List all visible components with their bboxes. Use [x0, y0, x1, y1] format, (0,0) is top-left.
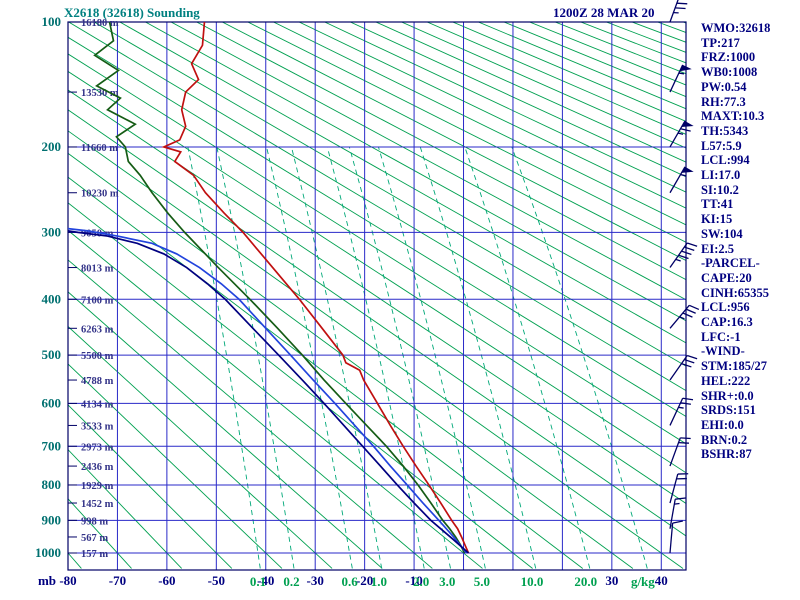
svg-text:1000: 1000 — [35, 545, 61, 560]
stat-line: TP:217 — [701, 35, 740, 50]
svg-text:998 m: 998 m — [81, 516, 108, 527]
svg-text:3533 m: 3533 m — [81, 421, 114, 432]
svg-text:20.0: 20.0 — [574, 574, 597, 589]
svg-text:0.6: 0.6 — [341, 574, 358, 589]
pressure-axis-labels: 100 200 300 400 500 600 700 800 900 1000 — [35, 14, 61, 560]
svg-text:30: 30 — [605, 573, 618, 588]
svg-text:-50: -50 — [208, 573, 225, 588]
bottom-axis-labels: mb -80 -70 -60 -50 -40 -30 -20 -10 30 40 0.1 0.2 0.6 1… — [38, 573, 668, 589]
svg-text:-80: -80 — [59, 573, 76, 588]
stat-line: LI:17.0 — [701, 168, 741, 183]
wind-barbs — [669, 0, 700, 554]
svg-text:5500 m: 5500 m — [81, 351, 114, 362]
svg-text:0.1: 0.1 — [250, 574, 266, 589]
dewpoint-profile-line — [93, 22, 466, 554]
svg-text:10.0: 10.0 — [521, 574, 544, 589]
svg-text:-30: -30 — [307, 573, 324, 588]
stat-line: LFC:-1 — [701, 329, 741, 344]
stat-line: SRDS:151 — [701, 403, 756, 418]
svg-text:11660 m: 11660 m — [81, 143, 118, 154]
height-labels: 16180 m 13530 m 11660 m 10230 m 9050 m 8013 m… — [68, 18, 119, 560]
stat-line: WMO:32618 — [701, 21, 771, 35]
stat-line: LCL:994 — [701, 153, 750, 168]
svg-text:mb: mb — [38, 573, 56, 588]
chart-title: X2618 (32618) Sounding — [64, 5, 200, 20]
svg-text:800: 800 — [42, 477, 62, 492]
stats-panel: WMO:32618 TP:217 FRZ:1000 WB0:1008 PW:0.54 RH… — [701, 21, 770, 462]
svg-text:6263 m: 6263 m — [81, 324, 114, 335]
svg-text:2973 m: 2973 m — [81, 442, 114, 453]
svg-text:600: 600 — [42, 395, 62, 410]
parcel-profile-line — [68, 230, 470, 554]
svg-text:100: 100 — [42, 14, 62, 29]
dry-adiabat-lines — [68, 22, 686, 569]
svg-text:157 m: 157 m — [81, 549, 108, 560]
svg-text:7100 m: 7100 m — [81, 295, 114, 306]
svg-text:3.0: 3.0 — [439, 574, 455, 589]
stat-line: EHI:0.0 — [701, 417, 744, 432]
grid-lines — [67, 21, 686, 570]
stat-line: PW:0.54 — [701, 79, 747, 94]
svg-text:2436 m: 2436 m — [81, 462, 114, 473]
svg-text:-40: -40 — [257, 573, 274, 588]
stat-line: BSHR:87 — [701, 447, 752, 462]
stat-line: TH:5343 — [701, 123, 749, 138]
svg-text:-70: -70 — [109, 573, 126, 588]
svg-text:200: 200 — [42, 139, 62, 154]
stat-line: TT:41 — [701, 197, 734, 212]
stat-line: CAP:16.3 — [701, 315, 753, 330]
stat-line: SHR+:0.0 — [701, 388, 754, 403]
stat-line: CAPE:20 — [701, 270, 752, 285]
svg-text:4134 m: 4134 m — [81, 399, 114, 410]
stat-line: SW:104 — [701, 226, 743, 241]
stat-line: MAXT:10.3 — [701, 109, 765, 124]
stat-line: L57:5.9 — [701, 138, 742, 153]
stat-line: CINH:65355 — [701, 285, 770, 300]
stat-line: -WIND- — [701, 344, 745, 359]
chart-datetime: 1200Z 28 MAR 20 — [553, 5, 655, 20]
svg-text:1452 m: 1452 m — [81, 499, 114, 510]
svg-text:10230 m: 10230 m — [81, 189, 119, 200]
stat-line: HEL:222 — [701, 373, 751, 388]
mixing-ratio-lines — [187, 146, 648, 569]
svg-text:500: 500 — [42, 347, 62, 362]
stat-line: KI:15 — [701, 212, 733, 227]
temperature-profile-line — [161, 22, 470, 554]
wetbulb-profile-line — [68, 227, 468, 554]
svg-text:567 m: 567 m — [81, 533, 108, 544]
svg-text:1.0: 1.0 — [371, 574, 387, 589]
svg-text:2.0: 2.0 — [413, 574, 429, 589]
stat-line: RH:77.3 — [701, 94, 746, 109]
svg-text:0.2: 0.2 — [283, 574, 299, 589]
stat-line: SI:10.2 — [701, 182, 739, 197]
stat-line: STM:185/27 — [701, 359, 767, 374]
stat-line: -PARCEL- — [701, 256, 760, 271]
svg-text:5.0: 5.0 — [474, 574, 490, 589]
svg-text:-60: -60 — [158, 573, 175, 588]
plot-frame — [67, 21, 687, 571]
stat-line: LCL:956 — [701, 300, 750, 315]
svg-text:16180 m: 16180 m — [81, 18, 119, 29]
svg-text:1929 m: 1929 m — [81, 481, 114, 492]
stat-line: WB0:1008 — [701, 65, 758, 80]
stat-line: FRZ:1000 — [701, 50, 756, 65]
stat-line: BRN:0.2 — [701, 432, 748, 447]
svg-text:900: 900 — [42, 512, 62, 527]
svg-text:700: 700 — [42, 438, 62, 453]
svg-text:g/kg: g/kg — [631, 574, 655, 589]
svg-text:-10: -10 — [405, 573, 422, 588]
svg-text:13530 m: 13530 m — [81, 88, 119, 99]
svg-text:40: 40 — [655, 573, 668, 588]
svg-text:400: 400 — [42, 291, 62, 306]
svg-text:4788 m: 4788 m — [81, 376, 114, 387]
svg-text:9050 m: 9050 m — [81, 228, 114, 239]
stat-line: EI:2.5 — [701, 241, 734, 256]
svg-text:300: 300 — [42, 224, 62, 239]
svg-text:-20: -20 — [356, 573, 373, 588]
svg-text:8013 m: 8013 m — [81, 264, 114, 275]
